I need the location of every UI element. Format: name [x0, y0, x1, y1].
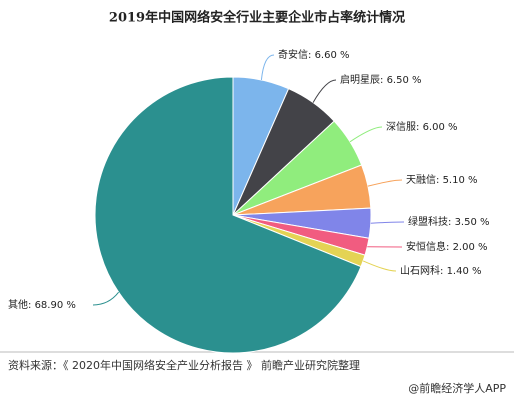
category-label: 山石网科 [400, 264, 440, 277]
label-separator: : [28, 300, 35, 311]
leader-line [367, 179, 403, 187]
category-label: 启明星辰 [340, 73, 380, 86]
leader-line [260, 54, 275, 81]
label-separator: : [440, 266, 447, 277]
label-separator: : [416, 122, 423, 133]
chart-title: 2019年中国网络安全行业主要企业市占率统计情况 [109, 10, 405, 26]
data-label: 启明星辰: 6.50 % [340, 73, 422, 86]
value-label: 6.50 % [387, 75, 422, 86]
data-label: 安恒信息: 2.00 % [406, 240, 488, 253]
value-label: 5.10 % [443, 175, 478, 186]
label-separator: : [446, 242, 453, 253]
label-separator: : [380, 75, 387, 86]
value-label: 6.00 % [423, 122, 458, 133]
value-label: 1.40 % [447, 266, 482, 277]
leader-line [362, 260, 397, 272]
data-label: 天融信: 5.10 % [406, 174, 478, 186]
data-label: 其他: 68.90 % [8, 298, 76, 311]
category-label: 绿盟科技 [408, 215, 448, 228]
leader-line [349, 126, 383, 143]
category-label: 深信服 [386, 121, 416, 133]
category-label: 其他 [8, 298, 28, 311]
data-label: 深信服: 6.00 % [386, 121, 458, 133]
value-label: 2.00 % [453, 242, 488, 253]
label-separator: : [436, 175, 443, 186]
data-label: 奇安信: 6.60 % [278, 48, 350, 61]
leader-line [92, 291, 120, 306]
category-label: 奇安信 [278, 48, 308, 61]
data-label: 绿盟科技: 3.50 % [408, 215, 490, 228]
value-label: 6.60 % [315, 50, 350, 61]
category-label: 天融信 [406, 174, 436, 186]
leader-line [312, 79, 337, 103]
value-label: 68.90 % [35, 300, 76, 311]
label-separator: : [448, 217, 455, 228]
credit: @前瞻经济学人APP [408, 381, 506, 395]
label-separator: : [308, 50, 315, 61]
data-label: 山石网科: 1.40 % [400, 264, 482, 277]
category-label: 安恒信息 [406, 240, 446, 253]
source-note: 资料来源：《 2020年中国网络安全产业分析报告 》 前瞻产业研究院整理 [8, 358, 360, 372]
value-label: 3.50 % [455, 217, 490, 228]
leader-line [370, 221, 405, 224]
